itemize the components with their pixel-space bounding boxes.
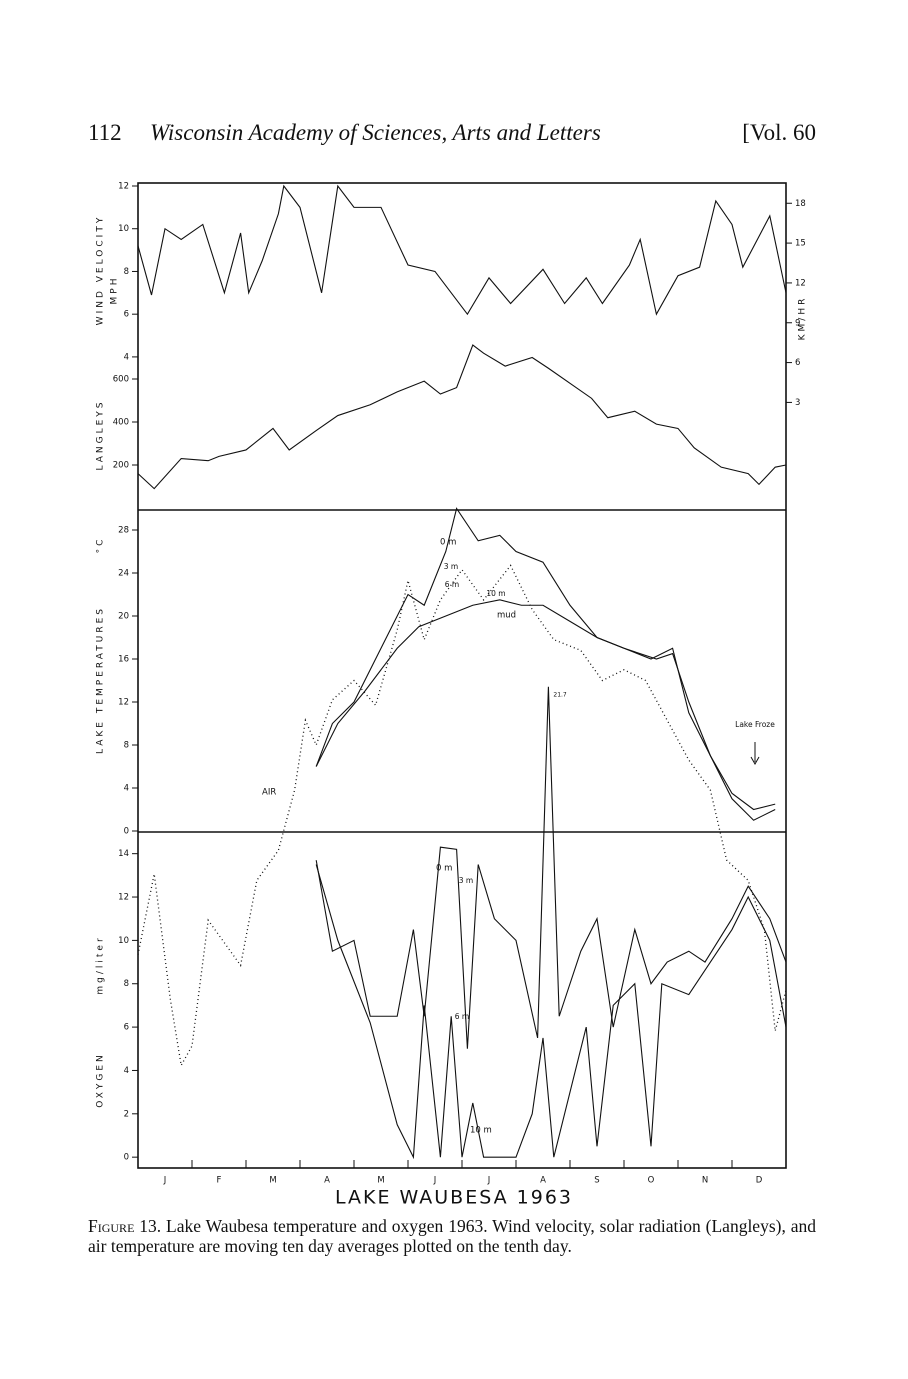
y-tick-label: 4 [124, 352, 129, 362]
data-line [137, 344, 787, 490]
x-tick-label: J [487, 1176, 491, 1186]
annotation: 3 m [444, 562, 458, 571]
series-label: 0 m [440, 538, 456, 548]
data-line [315, 864, 787, 1160]
journal-title: Wisconsin Academy of Sciences, Arts and … [150, 120, 601, 145]
annotation: Lake Froze [735, 720, 775, 729]
x-tick-label: A [324, 1176, 330, 1186]
figure-title: LAKE WAUBESA 1963 [335, 1187, 573, 1209]
x-tick-label: J [163, 1176, 167, 1186]
x-tick-label: M [269, 1176, 276, 1186]
y-tick-label: 0 [124, 1153, 129, 1163]
x-tick-label: F [217, 1176, 222, 1186]
data-line [137, 184, 787, 316]
x-tick-label: N [702, 1176, 708, 1186]
x-tick-label: O [648, 1176, 655, 1186]
y-tick-label: 10 [118, 936, 129, 946]
caption: Figure 13. Lake Waubesa temperature and … [88, 1216, 816, 1256]
y2-tick-label: 3 [795, 398, 800, 408]
volume: [Vol. 60 [742, 120, 816, 145]
annotation: 6 m [455, 1012, 469, 1021]
y-tick-label: 4 [124, 1066, 129, 1076]
y-tick-label: 8 [124, 979, 129, 989]
y-tick-label: 0 [124, 827, 129, 837]
y-axis-label: LAKE TEMPERATURES [96, 606, 106, 754]
arrow-head [750, 756, 760, 766]
y2-tick-label: 6 [795, 358, 800, 368]
y-tick-label: 16 [118, 655, 129, 665]
y2-tick-label: 15 [795, 239, 806, 249]
y-axis-unit: MPH [110, 276, 120, 305]
y-tick-label: 28 [118, 526, 129, 536]
caption-label: Figure 13. [88, 1216, 162, 1236]
caption-text: Lake Waubesa temperature and oxygen 1963… [88, 1216, 816, 1256]
value-label: 21.7 [553, 691, 567, 698]
x-tick-label: A [540, 1176, 546, 1186]
annotation: 6 m [445, 580, 459, 589]
y-tick-label: 8 [124, 741, 129, 751]
y-tick-label: 20 [118, 612, 129, 622]
y-tick-label: 400 [113, 418, 129, 428]
y-tick-label: 6 [124, 310, 129, 320]
y-tick-label: 2 [124, 1109, 129, 1119]
series-label: 0 m [436, 864, 452, 874]
x-tick-label: J [433, 1176, 437, 1186]
y-tick-label: 4 [124, 784, 129, 794]
data-line [137, 564, 787, 1068]
x-tick-label: M [377, 1176, 384, 1186]
y-tick-label: 10 [118, 224, 129, 234]
y-axis-label: OXYGEN [96, 1052, 106, 1108]
data-line [315, 599, 776, 811]
y-axis-label: WIND VELOCITY [96, 215, 106, 326]
data-line [315, 686, 787, 1049]
y-tick-label: 24 [118, 569, 129, 579]
series-label: AIR [262, 788, 276, 798]
y-tick-label: 12 [118, 893, 129, 903]
x-tick-label: S [594, 1176, 599, 1186]
y2-axis-label: KM/HR [798, 296, 808, 341]
y-tick-label: 12 [118, 698, 129, 708]
y-tick-label: 12 [118, 182, 129, 192]
x-tick-label: D [756, 1176, 763, 1186]
y-axis-unit: °C [96, 537, 106, 554]
series-label: mud [497, 611, 516, 621]
data-line [315, 507, 776, 821]
annotation: 3 m [459, 876, 473, 885]
y2-tick-label: 18 [795, 199, 806, 209]
series-label: 10 m [470, 1126, 492, 1136]
y-axis-unit: mg/liter [96, 935, 106, 994]
y-tick-label: 14 [118, 849, 129, 859]
y-axis-label: LANGLEYS [96, 400, 106, 471]
y2-tick-label: 9 [795, 318, 800, 328]
y-tick-label: 8 [124, 267, 129, 277]
annotation: 10 m [486, 589, 505, 598]
page-number: 112 [88, 120, 122, 145]
y2-tick-label: 12 [795, 278, 806, 288]
y-tick-label: 600 [113, 375, 129, 385]
y-tick-label: 200 [113, 461, 129, 471]
y-tick-label: 6 [124, 1023, 129, 1033]
